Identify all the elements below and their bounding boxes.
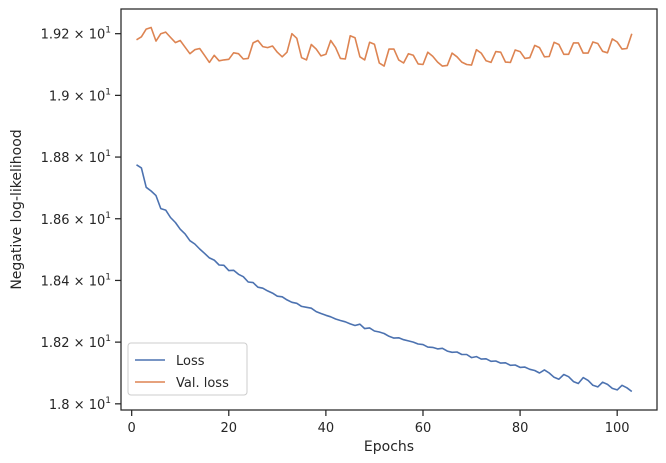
y-tick-label: 1.92 × 101 <box>41 26 111 43</box>
x-tick-label: 20 <box>221 421 238 436</box>
legend-label: Loss <box>176 354 205 369</box>
x-tick-label: 0 <box>128 421 136 436</box>
x-tick-label: 40 <box>318 421 335 436</box>
y-tick-label: 1.9 × 101 <box>49 87 111 104</box>
y-tick-label: 1.88 × 101 <box>41 149 111 166</box>
x-axis: 0 20 40 60 80 100 <box>128 410 630 436</box>
y-axis: 1.8 × 101 1.82 × 101 1.84 × 101 1.86 × 101 1… <box>41 26 121 413</box>
x-tick-label: 80 <box>512 421 529 436</box>
y-axis-label: Negative log-likelihood <box>9 129 25 289</box>
y-tick-label: 1.8 × 101 <box>49 396 111 413</box>
y-tick-label: 1.82 × 101 <box>41 334 111 351</box>
y-tick-label: 1.84 × 101 <box>41 272 111 289</box>
x-tick-label: 100 <box>605 421 630 436</box>
legend: Loss Val. loss <box>127 342 248 396</box>
legend-label: Val. loss <box>176 376 229 391</box>
x-axis-label: Epochs <box>364 439 414 455</box>
series-layer <box>136 26 633 393</box>
y-tick-label: 1.86 × 101 <box>41 211 111 228</box>
x-tick-label: 60 <box>415 421 432 436</box>
series-line-2 <box>136 26 633 67</box>
series-line-1 <box>136 164 633 393</box>
